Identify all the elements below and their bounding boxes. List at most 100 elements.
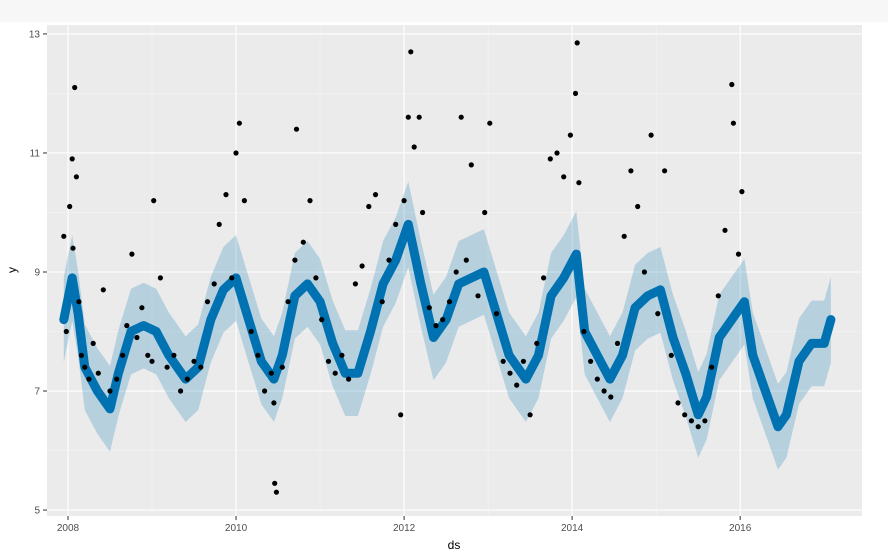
data-point: [332, 370, 338, 376]
data-point: [313, 275, 319, 281]
data-point: [139, 305, 145, 311]
data-point: [507, 370, 513, 376]
data-point: [124, 323, 130, 329]
data-point: [628, 168, 634, 174]
data-point: [67, 203, 73, 210]
data-point: [554, 150, 560, 156]
data-point: [675, 400, 681, 406]
data-point: [621, 233, 627, 239]
data-point: [500, 358, 506, 364]
data-point: [292, 257, 298, 263]
y-tick-label: 9: [34, 267, 40, 278]
data-point: [134, 334, 140, 341]
forecast-line: [59, 219, 836, 432]
y-axis-ticks: 5 7 9 11 13: [29, 29, 47, 517]
data-point: [730, 120, 737, 126]
data-point: [95, 370, 101, 376]
data-point: [722, 227, 728, 233]
data-point: [352, 281, 358, 287]
data-point: [739, 189, 745, 195]
data-point: [514, 382, 520, 388]
data-point: [709, 364, 715, 370]
data-point: [458, 114, 464, 120]
y-tick-label: 5: [34, 506, 40, 517]
data-point: [561, 174, 567, 180]
data-point: [86, 376, 92, 382]
data-point: [319, 317, 325, 323]
data-point: [63, 328, 69, 335]
data-point: [416, 114, 422, 120]
data-point: [233, 150, 239, 156]
data-point: [339, 352, 345, 358]
data-point: [688, 418, 695, 424]
y-tick-label: 13: [29, 29, 41, 40]
data-point: [433, 323, 439, 329]
data-point: [211, 281, 217, 287]
data-point: [547, 156, 553, 162]
data-point: [715, 293, 721, 299]
data-point: [468, 162, 474, 168]
data-point: [655, 311, 661, 317]
data-point: [411, 144, 417, 150]
data-point: [729, 81, 735, 88]
data-point: [572, 90, 579, 96]
data-point: [262, 388, 268, 394]
data-point: [475, 293, 481, 299]
grid-minor: [47, 25, 862, 516]
data-point: [401, 198, 407, 204]
data-point: [408, 49, 414, 55]
y-axis-title: y: [5, 267, 19, 273]
data-point: [285, 299, 291, 305]
data-point: [271, 400, 277, 406]
data-point: [229, 275, 235, 281]
data-point: [576, 180, 582, 186]
data-point: [393, 221, 399, 227]
data-point: [120, 352, 126, 358]
data-point: [73, 174, 79, 180]
data-point: [702, 418, 708, 424]
data-point: [574, 40, 580, 46]
data-point: [594, 376, 600, 382]
data-point: [114, 376, 120, 382]
data-point: [76, 299, 82, 305]
data-point: [482, 209, 488, 216]
data-point: [493, 311, 500, 317]
data-point: [273, 489, 279, 495]
data-point: [90, 340, 96, 346]
data-point: [668, 352, 674, 358]
data-point: [386, 257, 392, 263]
data-point: [682, 412, 688, 418]
data-point: [149, 358, 155, 364]
data-point: [241, 198, 247, 204]
top-strip: [0, 0, 888, 22]
data-point: [446, 299, 453, 305]
data-point: [420, 209, 426, 216]
observed-points: [61, 40, 745, 495]
data-point: [608, 394, 614, 400]
data-point: [463, 257, 469, 263]
data-point: [272, 480, 278, 486]
data-point: [255, 352, 261, 358]
data-point: [216, 221, 222, 227]
data-point: [279, 364, 285, 370]
data-point: [520, 358, 527, 364]
data-point: [527, 412, 533, 418]
x-axis-title: ds: [448, 538, 461, 552]
data-point: [300, 239, 306, 245]
data-point: [82, 364, 88, 370]
data-point: [662, 168, 668, 174]
data-point: [70, 245, 76, 251]
data-point: [614, 340, 621, 346]
data-point: [268, 370, 274, 376]
data-point: [541, 275, 547, 281]
data-point: [346, 376, 352, 382]
data-point: [453, 269, 459, 275]
data-point: [648, 132, 654, 138]
data-point: [426, 305, 432, 311]
data-point: [534, 340, 540, 346]
y-tick-label: 7: [34, 387, 40, 398]
forecast-series: [59, 219, 836, 432]
data-point: [366, 203, 372, 210]
